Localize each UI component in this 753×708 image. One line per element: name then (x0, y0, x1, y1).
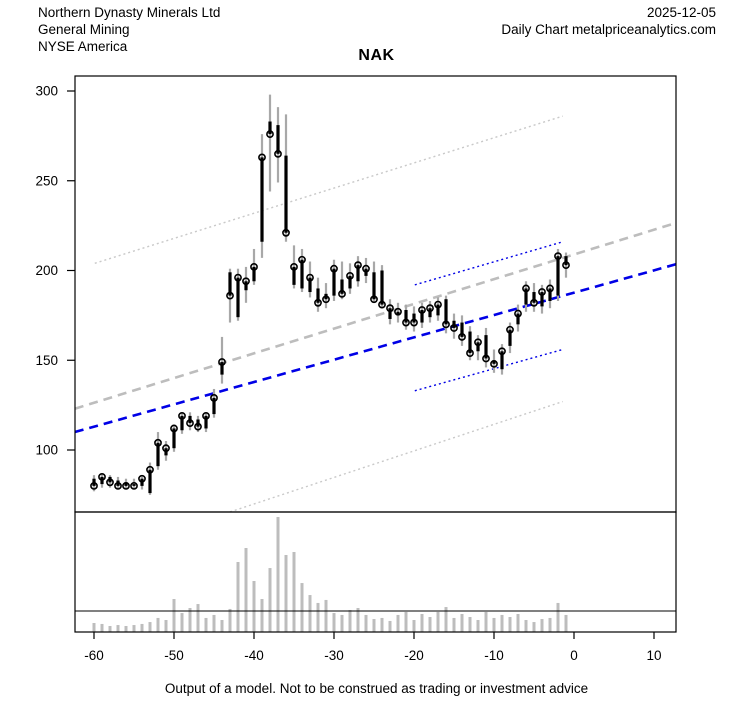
price-close-marker (266, 130, 274, 138)
industry-name: General Mining (38, 22, 130, 37)
price-close-marker (522, 284, 530, 293)
price-close-marker (186, 419, 194, 427)
header-left: Northern Dynasty Minerals Ltd General Mi… (38, 4, 220, 55)
price-close-marker (106, 478, 114, 487)
y-axis: 100 150 200 250 300 (35, 84, 75, 458)
price-close-marker (346, 271, 354, 280)
chart-source: Daily Chart metalpriceanalytics.com (501, 22, 716, 37)
price-close-marker (226, 291, 234, 300)
price-close-marker (146, 465, 154, 474)
trend-midline-gray (74, 221, 677, 410)
price-close-marker (162, 444, 170, 453)
price-close-marker (506, 325, 514, 334)
price-bar-bodies (92, 121, 568, 494)
price-close-marker (202, 411, 210, 420)
price-close-marker (562, 261, 570, 270)
ticker-title: NAK (358, 47, 395, 64)
y-axis-label: 250 (35, 173, 58, 188)
price-close-marker (242, 277, 250, 286)
price-bar-ranges (92, 94, 568, 495)
x-axis-label: -60 (84, 648, 104, 663)
price-close-marker (338, 289, 346, 298)
trend-lines (74, 115, 677, 513)
exchange-name: NYSE America (38, 39, 128, 54)
price-close-marker (354, 261, 362, 270)
price-close-marker (394, 307, 402, 316)
price-close-marker (282, 228, 290, 237)
y-axis-label: 150 (35, 353, 58, 368)
company-name: Northern Dynasty Minerals Ltd (38, 5, 221, 20)
channel-upper-gray (94, 115, 564, 264)
price-close-marker (418, 306, 426, 314)
price-close-marker (546, 284, 554, 293)
band-upper-blue (414, 241, 563, 286)
price-close-marker (314, 298, 322, 307)
price-close-marker (154, 438, 162, 447)
chart-date: 2025-12-05 (646, 5, 716, 20)
price-close-marker (218, 358, 226, 366)
price-close-marker (114, 481, 122, 490)
price-close-marker (402, 318, 410, 327)
price-close-marker (482, 354, 490, 363)
price-close-marker (258, 153, 266, 162)
price-close-marker (98, 473, 106, 481)
price-close-marker (122, 481, 130, 490)
price-close-marker (250, 263, 258, 271)
price-close-marker (378, 300, 386, 309)
band-lower-blue (414, 348, 563, 392)
price-close-marker (90, 481, 98, 490)
x-axis-label: -30 (324, 648, 344, 663)
y-axis-label: 100 (35, 443, 58, 458)
price-close-marker (490, 359, 498, 368)
price-close-marker (234, 273, 242, 282)
price-close-marker (514, 309, 522, 318)
price-close-marker (530, 298, 538, 307)
price-close-marker (178, 411, 186, 420)
price-close-marker (322, 295, 330, 304)
price-close-markers (90, 130, 570, 490)
x-axis-label: 0 (570, 648, 578, 663)
price-close-marker (130, 481, 138, 490)
y-axis-label: 200 (35, 263, 58, 278)
price-close-marker (194, 422, 202, 431)
x-axis-label: -20 (404, 648, 424, 663)
price-close-marker (370, 295, 378, 304)
price-close-marker (498, 347, 506, 356)
y-axis-label: 300 (35, 84, 58, 99)
price-close-marker (458, 333, 466, 341)
price-close-marker (170, 424, 178, 433)
price-close-marker (426, 304, 434, 313)
x-axis-label: -40 (244, 648, 264, 663)
price-close-marker (330, 264, 338, 273)
price-close-marker (306, 273, 314, 282)
price-close-marker (554, 252, 562, 261)
disclaimer-text: Output of a model. Not to be construed a… (164, 681, 589, 696)
price-close-marker (274, 149, 282, 158)
price-close-marker (210, 394, 218, 402)
price-close-marker (290, 263, 298, 271)
price-close-marker (138, 474, 146, 483)
price-close-marker (442, 320, 450, 329)
x-axis-label: 10 (646, 648, 661, 663)
header-right: 2025-12-05 Daily Chart metalpriceanalyti… (501, 4, 716, 38)
price-close-marker (362, 264, 370, 273)
price-close-marker (434, 300, 442, 309)
volume-bars (92, 517, 568, 632)
x-axis: -60 -50 -40 -30 -20 -10 0 10 (84, 632, 662, 663)
x-axis-label: -50 (164, 648, 184, 663)
volume-panel-border (74, 511, 677, 633)
price-close-marker (386, 304, 394, 313)
price-close-marker (450, 324, 458, 332)
channel-lower-gray (229, 400, 564, 513)
x-axis-label: -10 (484, 648, 504, 663)
price-close-marker (466, 349, 474, 357)
price-close-marker (538, 288, 546, 296)
price-close-marker (298, 255, 306, 264)
price-close-marker (410, 318, 418, 327)
price-close-marker (474, 338, 482, 347)
